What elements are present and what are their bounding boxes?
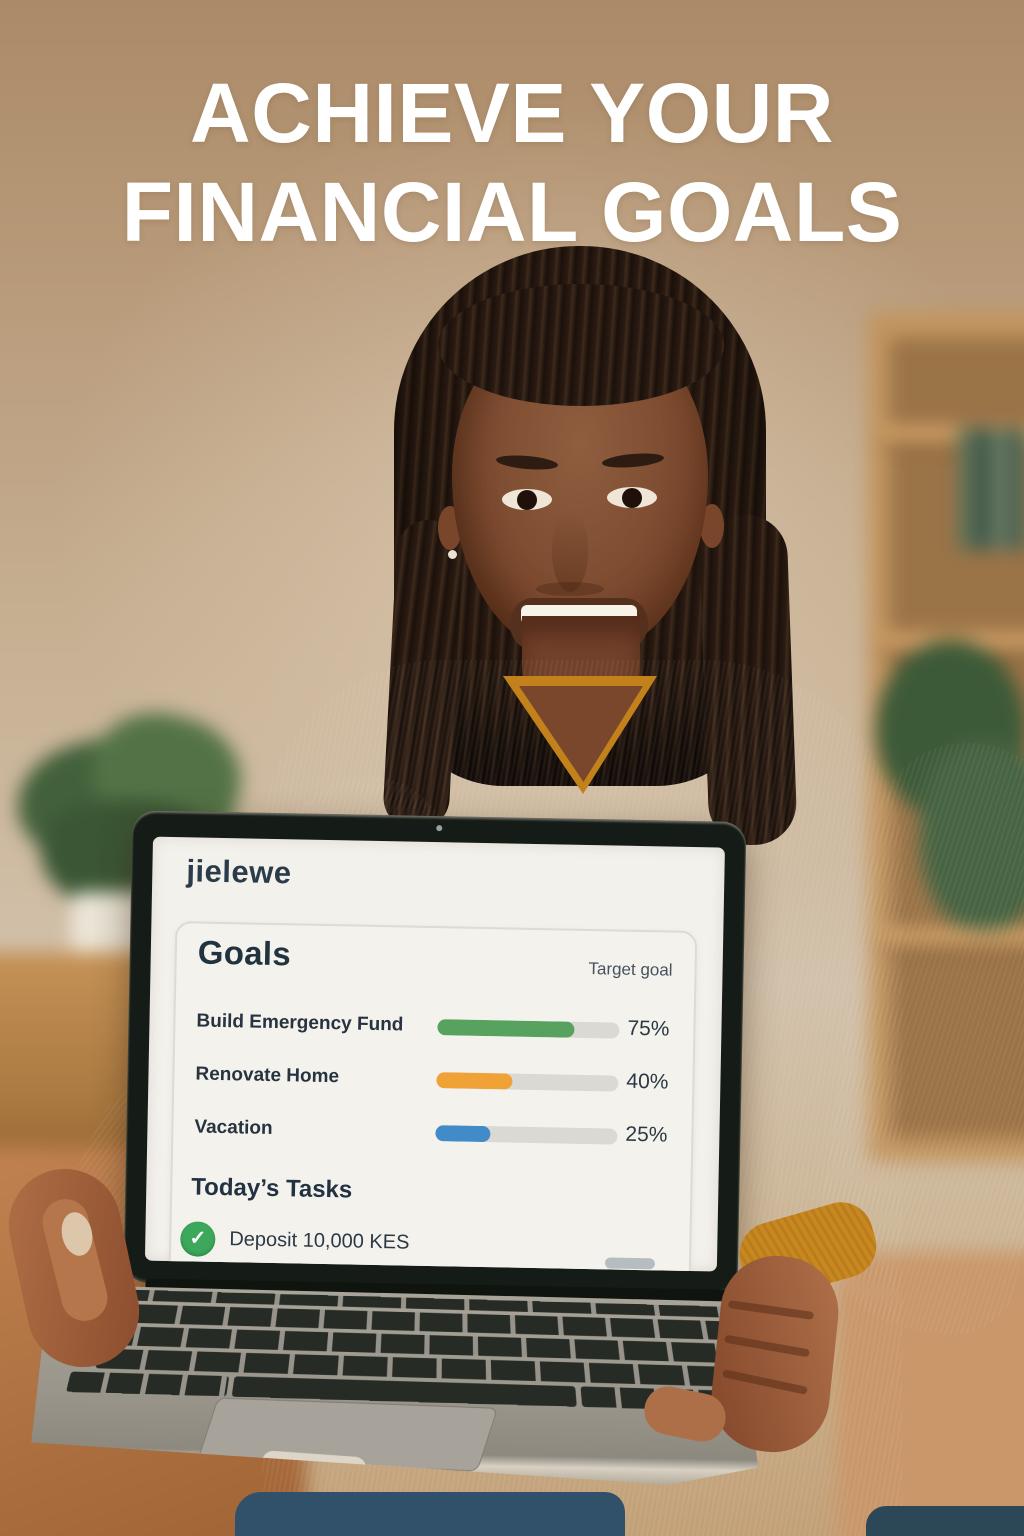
progress-track bbox=[436, 1072, 619, 1092]
progress-fill bbox=[435, 1125, 491, 1143]
app-logo: jielewe bbox=[186, 853, 292, 891]
jeans bbox=[235, 1492, 625, 1536]
nose-shadow bbox=[536, 582, 604, 596]
scroll-pill[interactable] bbox=[604, 1257, 656, 1270]
goal-row[interactable]: Renovate Home 40% bbox=[174, 1054, 693, 1110]
progress-fill bbox=[436, 1072, 513, 1090]
laptop-lid: jielewe Goals Target goal Build Emergenc… bbox=[123, 810, 747, 1294]
headline-line-2: FINANCIAL GOALS bbox=[121, 165, 903, 260]
keyboard[interactable] bbox=[68, 1289, 742, 1404]
hairline bbox=[438, 284, 724, 406]
goal-row[interactable]: Vacation 25% bbox=[173, 1107, 692, 1163]
goal-row[interactable]: Build Emergency Fund 75% bbox=[175, 1001, 694, 1057]
task-label: Deposit 10,000 KES bbox=[229, 1228, 410, 1254]
modifier-keys bbox=[66, 1372, 229, 1397]
progress-track bbox=[435, 1125, 618, 1145]
goal-percent: 25% bbox=[625, 1122, 668, 1147]
eye bbox=[502, 489, 552, 510]
books bbox=[958, 428, 1024, 550]
iris bbox=[517, 490, 537, 510]
goal-label: Vacation bbox=[194, 1116, 273, 1139]
shelf-plant bbox=[920, 740, 1024, 930]
tasks-title: Today’s Tasks bbox=[191, 1173, 353, 1204]
webcam-dot bbox=[436, 825, 443, 832]
iris bbox=[622, 488, 642, 508]
eye bbox=[607, 487, 657, 508]
jeans bbox=[866, 1506, 1024, 1536]
nose bbox=[552, 512, 588, 592]
goal-percent: 40% bbox=[626, 1069, 669, 1094]
goal-percent: 75% bbox=[627, 1016, 670, 1041]
goal-label: Build Emergency Fund bbox=[196, 1010, 404, 1036]
target-goal-column-label: Target goal bbox=[588, 959, 673, 980]
laptop-screen: jielewe Goals Target goal Build Emergenc… bbox=[144, 836, 725, 1272]
progress-track bbox=[437, 1019, 620, 1039]
headline-line-1: ACHIEVE YOUR bbox=[190, 66, 834, 160]
earring bbox=[448, 550, 457, 559]
goal-label: Renovate Home bbox=[195, 1063, 340, 1088]
progress-fill bbox=[437, 1019, 575, 1038]
check-icon: ✓ bbox=[179, 1221, 216, 1257]
bookshelf-shelf bbox=[880, 928, 1024, 946]
goals-card: Goals Target goal Build Emergency Fund 7… bbox=[168, 921, 698, 1272]
floor bbox=[836, 1252, 1024, 1536]
headline: ACHIEVE YOUR FINANCIAL GOALS bbox=[0, 64, 1024, 262]
goals-title: Goals bbox=[197, 933, 292, 973]
